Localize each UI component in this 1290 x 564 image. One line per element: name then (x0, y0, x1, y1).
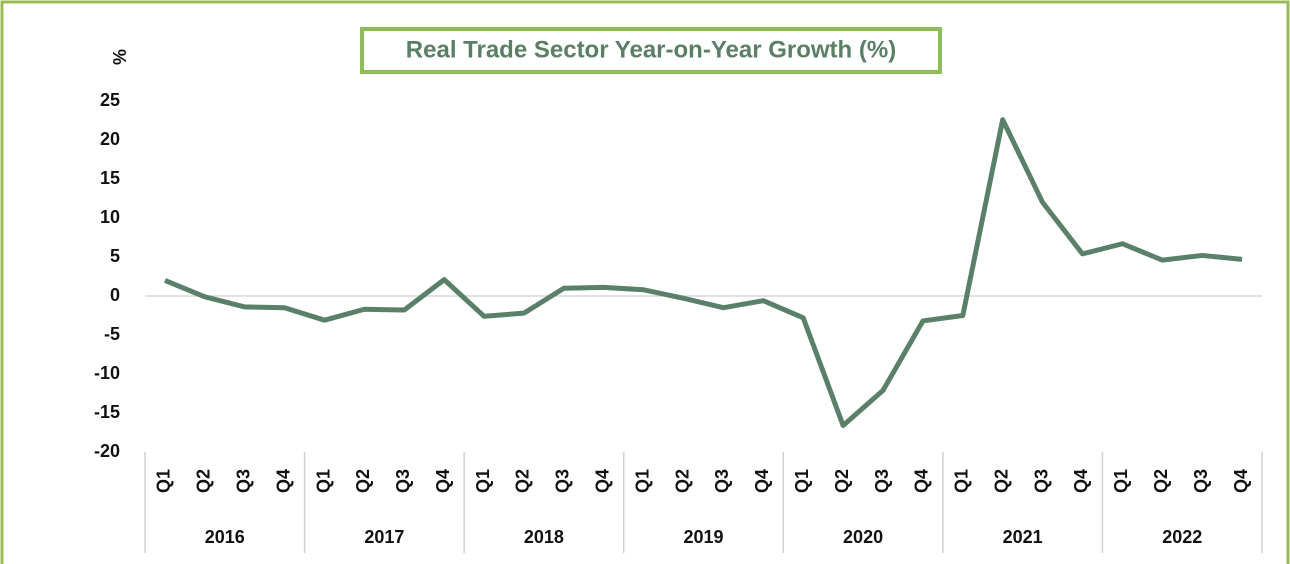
group-label: 2016 (205, 527, 245, 547)
group-label: 2020 (843, 527, 883, 547)
group-label: 2021 (1003, 527, 1043, 547)
y-tick-label: -20 (94, 441, 120, 461)
group-label: 2022 (1162, 527, 1202, 547)
y-tick-label: -15 (94, 402, 120, 422)
x-tick-label: Q3 (233, 469, 253, 493)
x-tick-label: Q1 (952, 469, 972, 493)
x-tick-label: Q4 (433, 469, 453, 493)
data-line (163, 117, 1243, 428)
x-tick-label: Q3 (712, 469, 732, 493)
x-tick-label: Q3 (393, 469, 413, 493)
y-tick-label: 20 (100, 129, 120, 149)
x-tick-label: Q2 (353, 469, 373, 493)
y-axis-label: % (110, 49, 130, 65)
group-label: 2018 (524, 527, 564, 547)
group-label: 2017 (364, 527, 404, 547)
title-box (360, 27, 942, 74)
x-tick-label: Q3 (1031, 469, 1051, 493)
y-tick-label: 0 (110, 285, 120, 305)
group-label: 2019 (683, 527, 723, 547)
y-tick-label: -5 (104, 324, 120, 344)
x-tick-label: Q2 (991, 469, 1011, 493)
x-tick-label: Q2 (513, 469, 533, 493)
x-tick-label: Q1 (473, 469, 493, 493)
x-tick-label: Q1 (1111, 469, 1131, 493)
x-tick-label: Q4 (912, 469, 932, 493)
x-tick-label: Q4 (273, 469, 293, 493)
x-tick-label: Q1 (313, 469, 333, 493)
x-tick-label: Q4 (593, 469, 613, 493)
x-tick-label: Q2 (194, 469, 214, 493)
x-tick-label: Q3 (553, 469, 573, 493)
x-tick-label: Q4 (1071, 469, 1091, 493)
x-tick-label: Q1 (792, 469, 812, 493)
y-tick-label: 10 (100, 207, 120, 227)
chart-title: Real Trade Sector Year-on-Year Growth (%… (406, 36, 896, 63)
y-tick-label: 5 (110, 246, 120, 266)
y-tick-label: 25 (100, 90, 120, 110)
x-tick-label: Q4 (752, 469, 772, 493)
x-tick-label: Q2 (672, 469, 692, 493)
y-tick-label: 15 (100, 168, 120, 188)
y-tick-label: -10 (94, 363, 120, 383)
x-tick-label: Q3 (1191, 469, 1211, 493)
x-tick-label: Q2 (832, 469, 852, 493)
x-tick-label: Q3 (872, 469, 892, 493)
x-tick-label: Q4 (1231, 469, 1251, 493)
x-tick-label: Q1 (632, 469, 652, 493)
x-tick-label: Q1 (154, 469, 174, 493)
x-tick-label: Q2 (1151, 469, 1171, 493)
